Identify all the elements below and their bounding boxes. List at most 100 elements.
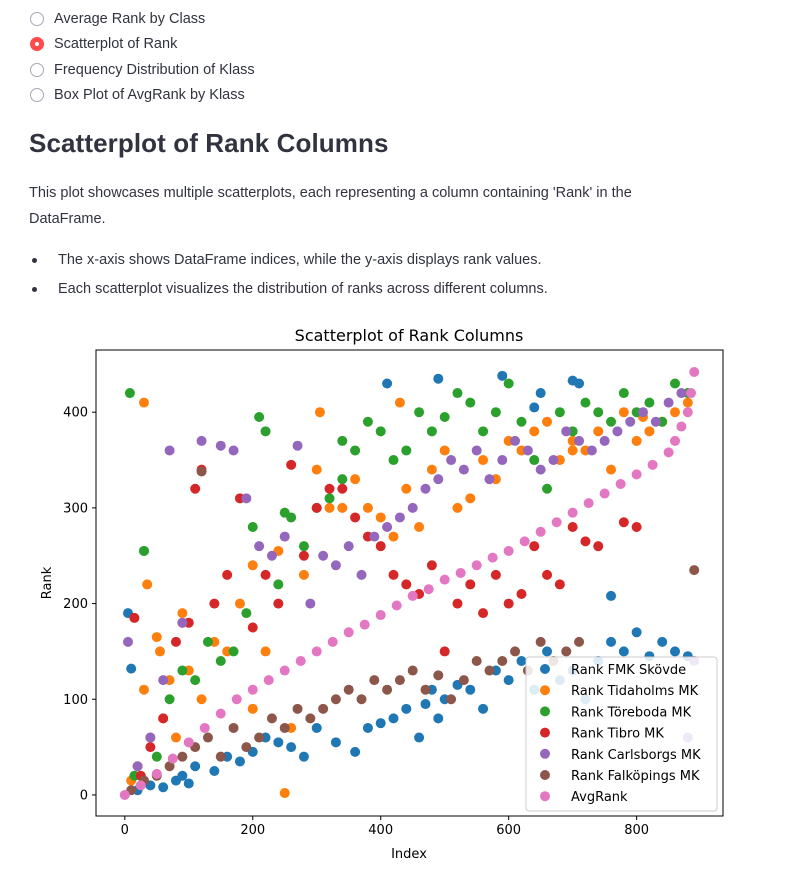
data-point [529, 426, 540, 437]
chart-title: Scatterplot of Rank Columns [295, 326, 524, 345]
data-point [327, 636, 338, 647]
data-point [122, 636, 133, 647]
data-point [631, 435, 642, 446]
data-point [135, 780, 146, 791]
data-point [561, 426, 572, 437]
data-point [452, 598, 463, 609]
data-point [510, 435, 521, 446]
scatter-chart: Scatterplot of Rank Columns 0 200 400 600 80… [40, 326, 724, 862]
data-point [615, 478, 626, 489]
data-point [458, 464, 469, 475]
data-point [318, 550, 329, 561]
data-point [647, 459, 658, 470]
data-point [311, 464, 322, 475]
data-point [618, 517, 629, 528]
data-point [657, 636, 668, 647]
data-point [177, 665, 188, 676]
data-point [190, 483, 201, 494]
data-point [292, 440, 303, 451]
legend-marker [540, 748, 550, 759]
data-point [318, 703, 329, 714]
data-point [234, 598, 245, 609]
data-point [446, 694, 457, 705]
data-point [439, 411, 450, 422]
data-point [382, 522, 393, 533]
data-point [266, 713, 277, 724]
data-point [593, 407, 604, 418]
data-point [663, 397, 674, 408]
data-point [593, 426, 604, 437]
radio-option-boxplot[interactable]: Box Plot of AvgRank by Klass [30, 83, 255, 109]
data-point [375, 718, 386, 729]
data-point [433, 373, 444, 384]
data-point [682, 407, 693, 418]
data-point [535, 636, 546, 647]
data-point [279, 788, 290, 799]
data-point [119, 789, 130, 800]
data-point [682, 397, 693, 408]
data-point [583, 498, 594, 509]
legend-label: Rank Töreboda MK [571, 705, 692, 720]
y-tick-label: 100 [63, 693, 88, 708]
x-tick-label: 0 [121, 823, 129, 838]
data-point [254, 411, 265, 422]
data-point [478, 703, 489, 714]
data-point [606, 590, 617, 601]
data-point [407, 590, 418, 601]
data-point [129, 612, 140, 623]
data-point [414, 732, 425, 743]
data-point [612, 426, 623, 437]
y-tick-label: 400 [63, 406, 88, 421]
data-point [580, 536, 591, 547]
x-tick-label: 400 [368, 823, 393, 838]
data-point [574, 378, 585, 389]
data-point [471, 655, 482, 666]
radio-option-average-rank[interactable]: Average Rank by Class [30, 6, 255, 32]
data-point [337, 502, 348, 513]
data-point [542, 483, 553, 494]
radio-button-icon[interactable] [30, 11, 44, 26]
data-point [606, 416, 617, 427]
data-point [247, 560, 258, 571]
data-point [401, 483, 412, 494]
data-point [394, 512, 405, 523]
data-point [458, 675, 469, 686]
data-point [151, 751, 162, 762]
data-point [196, 694, 207, 705]
data-point [401, 579, 412, 590]
data-point [273, 737, 284, 748]
data-point [343, 627, 354, 638]
data-point [465, 493, 476, 504]
radio-button-icon[interactable] [30, 88, 44, 103]
data-point [375, 512, 386, 523]
radio-button-icon[interactable] [30, 62, 44, 77]
data-point [215, 655, 226, 666]
data-point [663, 447, 674, 458]
data-point [273, 579, 284, 590]
radio-option-frequency[interactable]: Frequency Distribution of Klass [30, 57, 255, 83]
data-point [183, 778, 194, 789]
legend-label: Rank Tibro MK [571, 727, 664, 742]
radio-option-scatterplot[interactable]: Scatterplot of Rank [30, 32, 255, 58]
data-point [516, 655, 527, 666]
series-3 [129, 459, 642, 781]
data-point [606, 636, 617, 647]
data-point [298, 541, 309, 552]
data-point [471, 445, 482, 456]
data-point [631, 469, 642, 480]
data-point [618, 646, 629, 657]
y-axis-label: Rank [40, 566, 55, 599]
legend-marker [540, 706, 550, 717]
data-point [535, 388, 546, 399]
data-point [196, 466, 207, 477]
bullet-item: Each scatterplot visualizes the distribu… [29, 276, 548, 305]
radio-button-selected-icon[interactable] [30, 37, 44, 52]
data-point [497, 455, 508, 466]
data-point [350, 746, 361, 757]
data-point [574, 636, 585, 647]
y-tick-label: 0 [80, 788, 88, 803]
data-point [215, 751, 226, 762]
data-point [260, 569, 271, 580]
legend-box [525, 656, 718, 812]
data-point [215, 440, 226, 451]
